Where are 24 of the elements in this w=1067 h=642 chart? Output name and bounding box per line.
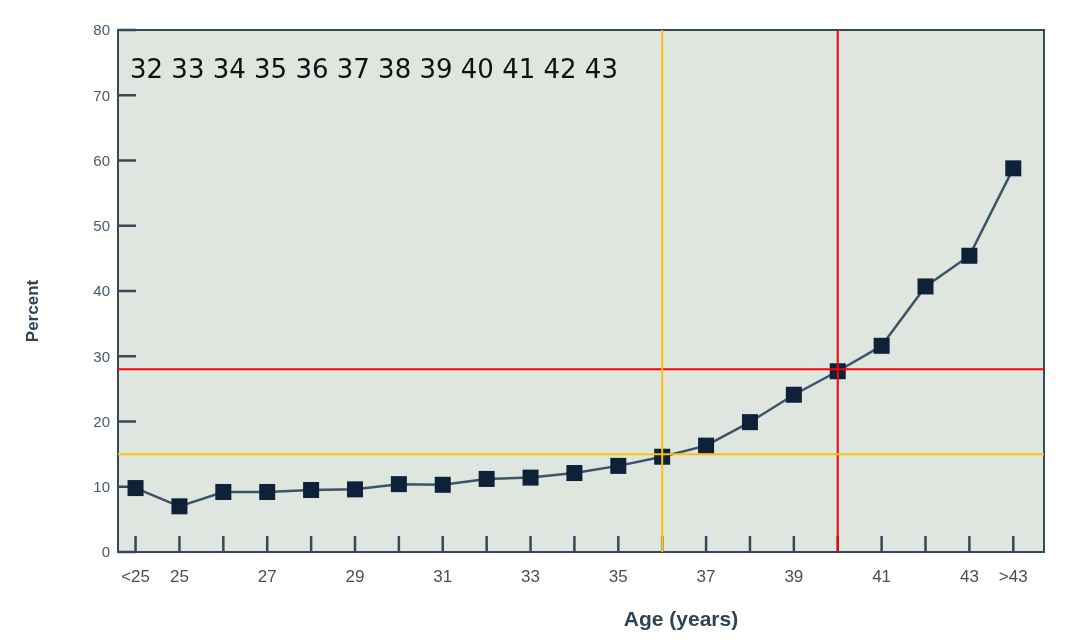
y-tick-label: 30 [93,347,110,365]
x-tick-label: 39 [784,567,804,586]
x-tick-label: <25 [121,567,150,586]
y-axis-title: Percent [23,279,42,343]
x-tick-label: 37 [696,567,716,586]
x-tick-label: 29 [345,567,365,586]
x-tick-label: 31 [433,567,453,586]
x-tick-label: 27 [257,567,277,586]
x-tick-label: 43 [959,567,979,586]
annotation: 32 33 34 35 36 37 38 39 40 41 42 43 [130,54,618,84]
y-tick-label: 60 [93,151,110,169]
y-tick-label: 40 [93,282,110,300]
x-tick-label: 35 [608,567,628,586]
x-tick-label: 33 [521,567,540,586]
y-tick-label: 20 [93,412,110,430]
x-tick-label: 25 [169,567,189,586]
x-axis-title: Age (years) [623,607,739,630]
x-tick-label: >43 [998,567,1028,586]
y-tick-label: 50 [93,217,110,234]
y-tick-label: 10 [93,478,110,495]
y-tick-label: 70 [93,86,110,104]
y-tick-label: 80 [93,21,110,39]
x-tick-label: 41 [872,567,892,586]
y-tick-label: 0 [101,543,110,561]
